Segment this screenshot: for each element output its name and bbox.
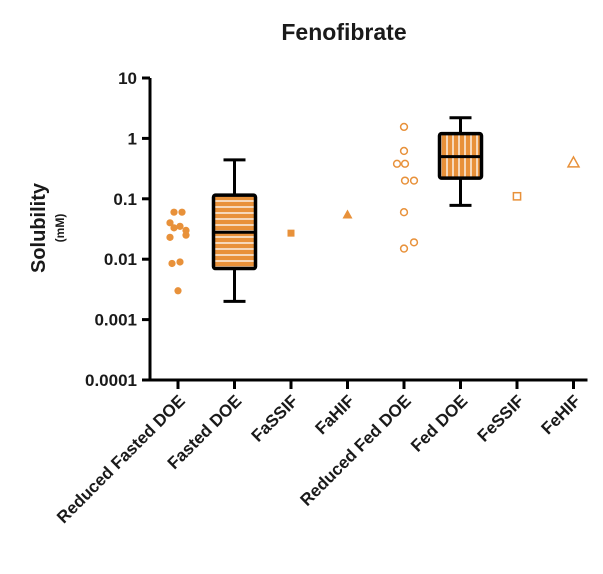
data-point	[178, 208, 186, 216]
data-point	[399, 146, 409, 156]
y-axis-label-group: Solubility (mM)	[28, 182, 67, 273]
data-point	[168, 259, 176, 268]
y-tick-label: 0.0001	[85, 371, 137, 390]
x-tick-label: FaSSIF	[248, 391, 302, 445]
data-point	[512, 191, 522, 201]
data-point	[399, 244, 409, 253]
data-point	[170, 224, 178, 232]
y-tick-label: 1	[128, 129, 137, 148]
data-point	[166, 233, 174, 241]
data-point	[392, 159, 402, 168]
y-tick-label: 0.001	[94, 311, 137, 330]
x-tick-label: FaHIF	[311, 391, 358, 438]
data-point	[182, 231, 190, 239]
data-point	[399, 122, 409, 132]
data-point	[400, 176, 410, 185]
data-point	[176, 222, 184, 230]
data-point	[566, 155, 581, 168]
data-point	[166, 219, 174, 227]
data-point	[174, 287, 182, 295]
chart-title: Fenofibrate	[281, 19, 406, 45]
data-point	[409, 238, 419, 247]
y-tick-label: 10	[118, 69, 137, 88]
data-point	[400, 159, 410, 168]
y-tick-label: 0.1	[113, 190, 137, 209]
data-point	[170, 208, 178, 216]
data-point	[409, 176, 419, 185]
x-tick-label: FeHIF	[537, 391, 584, 438]
x-tick-label: Reduced Fed DOE	[297, 391, 415, 509]
data-point	[176, 258, 184, 266]
y-tick-label: 0.01	[104, 250, 137, 269]
plot-marks	[166, 116, 581, 303]
x-tick-label: FeSSIF	[474, 391, 528, 445]
y-axis-label: Solubility	[28, 182, 50, 273]
x-tick-label: Fed DOE	[407, 391, 471, 455]
data-point	[342, 209, 353, 219]
y-axis-unit: (mM)	[53, 214, 67, 243]
data-point	[287, 229, 295, 237]
data-point	[399, 208, 409, 217]
